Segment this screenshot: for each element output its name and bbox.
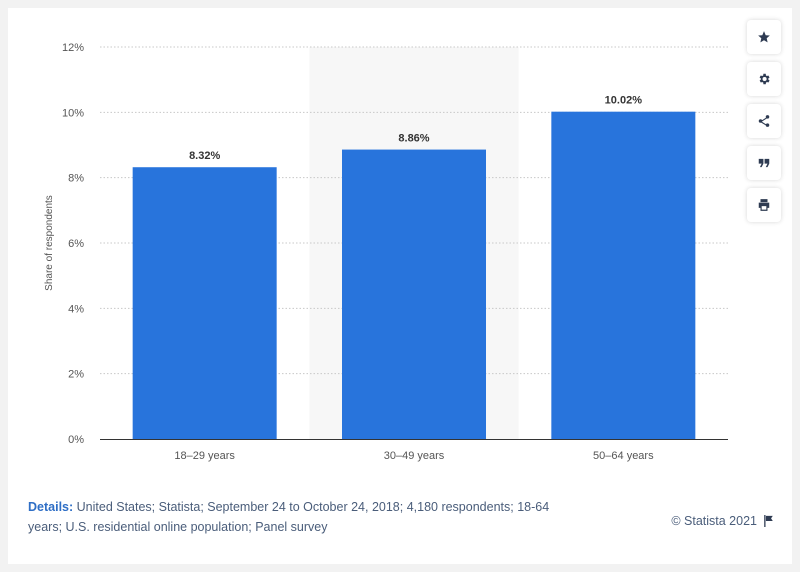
share-button[interactable] [747, 104, 781, 138]
data-label: 8.32% [189, 150, 220, 162]
bar[interactable] [132, 167, 277, 440]
y-tick-label: 10% [62, 107, 84, 119]
y-tick-labels: 0% 2% 4% 6% 8% 10% 12% [62, 42, 84, 446]
data-label: 10.02% [605, 95, 643, 107]
print-button[interactable] [747, 188, 781, 222]
flag-icon [764, 515, 773, 527]
chart-details: Details: United States; Statista; Septem… [28, 497, 558, 537]
x-tick-label: 18–29 years [174, 450, 235, 462]
data-label: 8.86% [398, 133, 429, 145]
y-axis-label: Share of respondents [44, 195, 55, 291]
y-tick-label: 12% [62, 42, 84, 54]
y-tick-label: 0% [68, 434, 84, 446]
settings-button[interactable] [747, 62, 781, 96]
print-icon [758, 199, 770, 211]
data-labels: 8.32% 8.86% 10.02% [189, 95, 642, 163]
details-text: United States; Statista; September 24 to… [28, 500, 550, 534]
star-icon [758, 31, 770, 43]
y-tick-label: 6% [68, 238, 84, 250]
bar[interactable] [551, 111, 696, 440]
y-tick-label: 8% [68, 173, 84, 185]
bars [132, 111, 696, 440]
y-tick-label: 4% [68, 303, 84, 315]
x-tick-labels: 18–29 years 30–49 years 50–64 years [174, 450, 654, 462]
bar[interactable] [342, 149, 486, 439]
credit-text: © Statista 2021 [671, 514, 757, 528]
statista-credit[interactable]: © Statista 2021 [671, 514, 774, 528]
gear-icon [759, 73, 770, 85]
x-tick-label: 50–64 years [593, 450, 654, 462]
details-label: Details: [28, 500, 74, 514]
quote-icon [758, 158, 770, 168]
share-icon [758, 115, 770, 127]
cite-button[interactable] [747, 146, 781, 180]
x-tick-label: 30–49 years [384, 450, 445, 462]
chart-toolbar [747, 20, 781, 222]
y-tick-label: 2% [68, 369, 84, 381]
bookmark-button[interactable] [747, 20, 781, 54]
